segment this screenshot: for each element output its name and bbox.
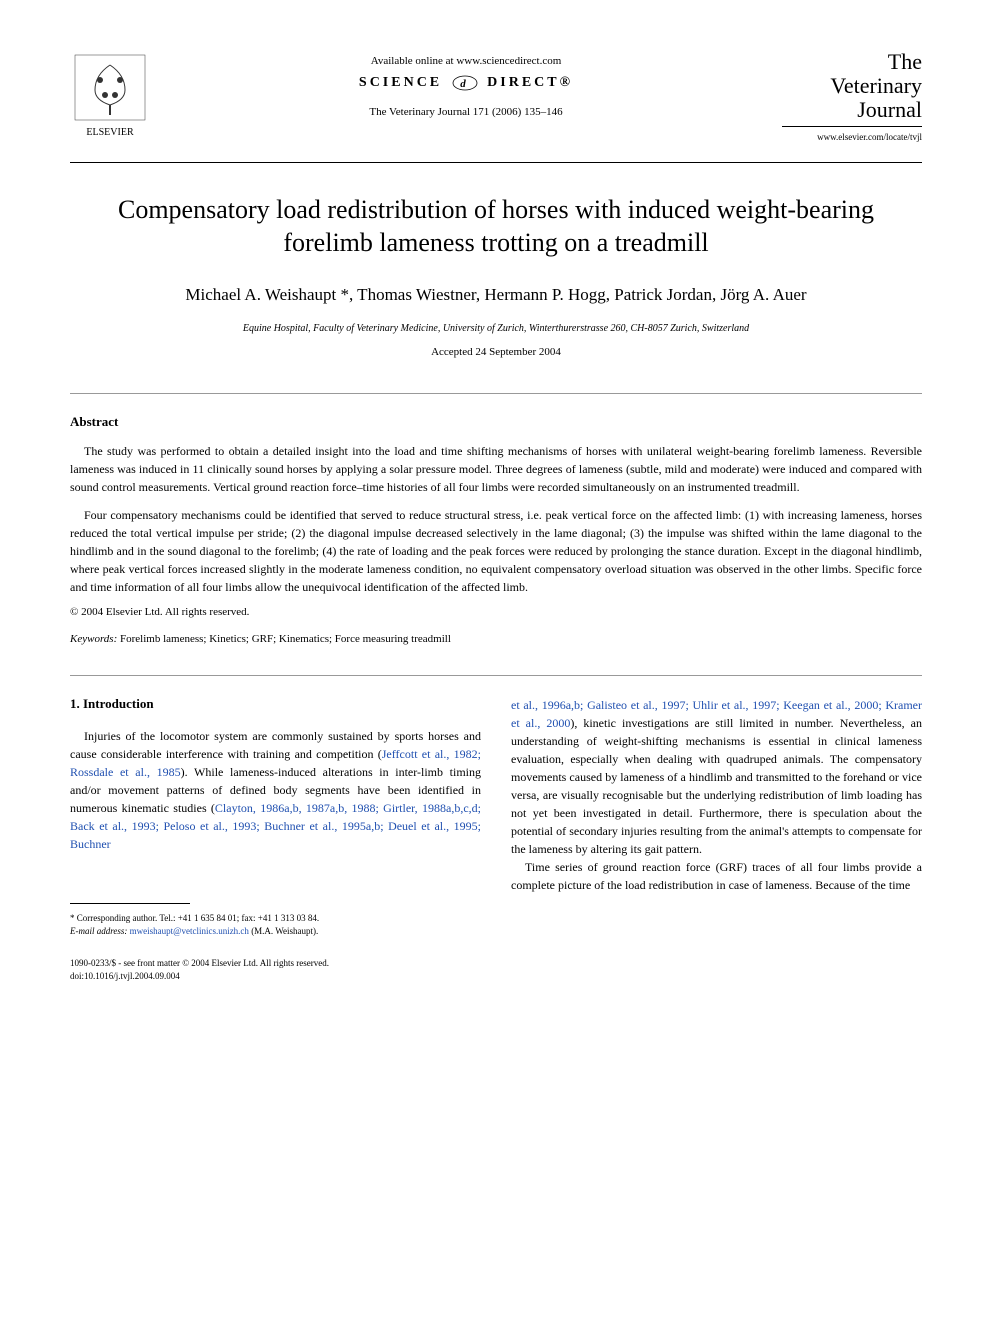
corresponding-tel: * Corresponding author. Tel.: +41 1 635 … xyxy=(70,912,481,925)
journal-name-the: The xyxy=(782,50,922,74)
journal-citation: The Veterinary Journal 171 (2006) 135–14… xyxy=(150,106,782,118)
journal-name-main: Veterinary Journal xyxy=(782,74,922,122)
abstract-paragraph-1: The study was performed to obtain a deta… xyxy=(70,442,922,496)
abstract-top-divider xyxy=(70,393,922,394)
issn-line: 1090-0233/$ - see front matter © 2004 El… xyxy=(70,957,481,970)
email-label: E-mail address: xyxy=(70,926,127,936)
keywords-text: Forelimb lameness; Kinetics; GRF; Kinema… xyxy=(117,633,451,645)
keywords-label: Keywords: xyxy=(70,633,117,645)
keywords-line: Keywords: Forelimb lameness; Kinetics; G… xyxy=(70,633,922,645)
introduction-heading: 1. Introduction xyxy=(70,696,481,712)
svg-text:d: d xyxy=(460,78,470,90)
abstract-heading: Abstract xyxy=(70,414,922,430)
email-suffix: (M.A. Weishaupt). xyxy=(249,926,318,936)
footnote-divider xyxy=(70,903,190,904)
elsevier-text: ELSEVIER xyxy=(86,127,134,138)
corresponding-author-footnote: * Corresponding author. Tel.: +41 1 635 … xyxy=(70,912,481,937)
left-column: 1. Introduction Injuries of the locomoto… xyxy=(70,696,481,982)
sciencedirect-icon: d xyxy=(450,75,480,91)
email-link[interactable]: mweishaupt@vetclinics.unizh.ch xyxy=(130,926,249,936)
intro-paragraph-right-1: et al., 1996a,b; Galisteo et al., 1997; … xyxy=(511,696,922,858)
keywords-divider xyxy=(70,675,922,676)
elsevier-logo: ELSEVIER xyxy=(70,50,150,140)
bottom-info: 1090-0233/$ - see front matter © 2004 El… xyxy=(70,957,481,982)
copyright-text: © 2004 Elsevier Ltd. All rights reserved… xyxy=(70,606,922,618)
right-column: et al., 1996a,b; Galisteo et al., 1997; … xyxy=(511,696,922,982)
abstract-paragraph-2: Four compensatory mechanisms could be id… xyxy=(70,506,922,596)
accepted-date: Accepted 24 September 2004 xyxy=(70,346,922,358)
available-online-text: Available online at www.sciencedirect.co… xyxy=(150,55,782,67)
elsevier-tree-icon: ELSEVIER xyxy=(70,50,150,140)
journal-url: www.elsevier.com/locate/tvjl xyxy=(782,132,922,142)
body-columns: 1. Introduction Injuries of the locomoto… xyxy=(70,696,922,982)
header-divider xyxy=(70,162,922,163)
sciencedirect-logo: SCIENCE d DIRECT® xyxy=(150,75,782,91)
affiliation: Equine Hospital, Faculty of Veterinary M… xyxy=(70,323,922,334)
intro-paragraph-right-2: Time series of ground reaction force (GR… xyxy=(511,858,922,894)
doi-line: doi:10.1016/j.tvjl.2004.09.004 xyxy=(70,970,481,983)
intro-paragraph-left: Injuries of the locomotor system are com… xyxy=(70,727,481,853)
journal-logo-block: The Veterinary Journal www.elsevier.com/… xyxy=(782,50,922,142)
article-title: Compensatory load redistribution of hors… xyxy=(70,193,922,261)
header-center: Available online at www.sciencedirect.co… xyxy=(150,50,782,118)
corresponding-email-line: E-mail address: mweishaupt@vetclinics.un… xyxy=(70,925,481,938)
page-header: ELSEVIER Available online at www.science… xyxy=(70,50,922,142)
authors-list: Michael A. Weishaupt *, Thomas Wiestner,… xyxy=(70,285,922,305)
